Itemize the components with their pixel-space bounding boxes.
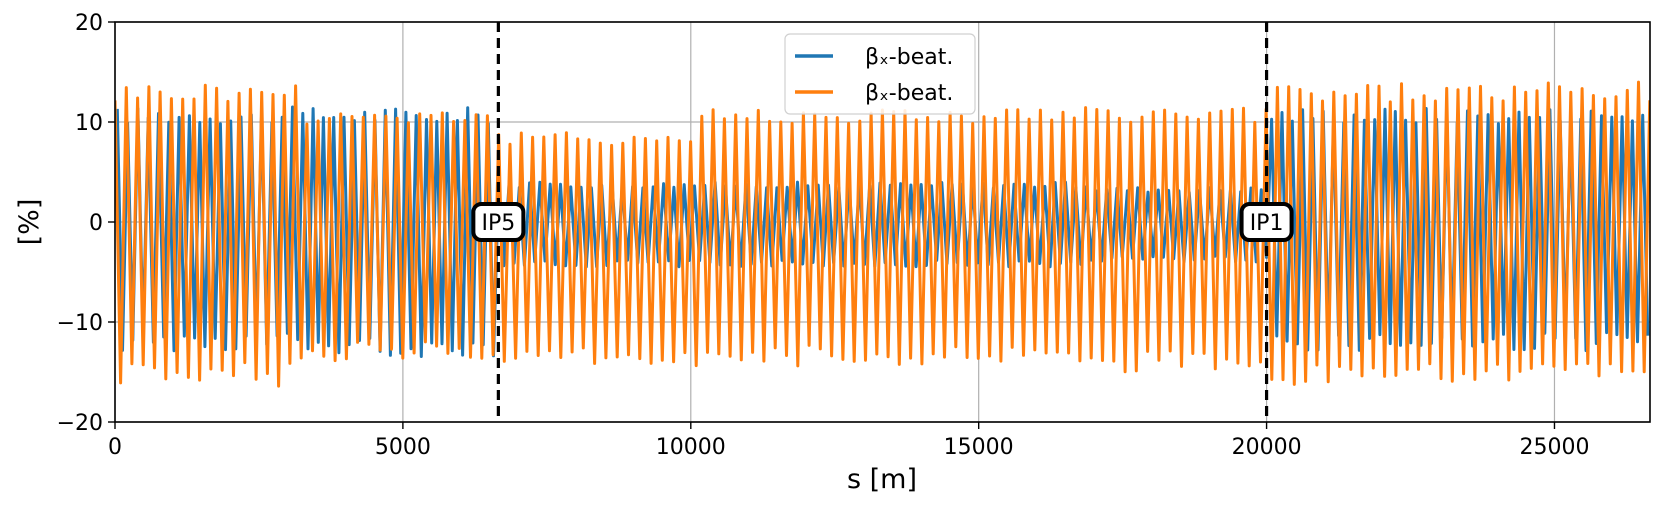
legend-box [784, 33, 976, 115]
ip-annotations: IP5 IP1 [471, 202, 1294, 242]
y-tick-label: −20 [57, 411, 103, 436]
y-tick-label: 10 [75, 111, 103, 136]
ip-label-box [1239, 202, 1294, 242]
x-tick-label: 5000 [375, 435, 431, 460]
y-tick-label: 0 [89, 211, 103, 236]
ip-label-ip1: IP1 [1250, 211, 1284, 236]
y-axis-label: [%] [14, 199, 45, 246]
x-tick-label: 20000 [1232, 435, 1302, 460]
x-axis-label: s [m] [847, 464, 917, 495]
x-tick-label: 15000 [944, 435, 1014, 460]
y-tick-label: −10 [57, 311, 103, 336]
axis-ticks: 0 5000 10000 15000 20000 25000 −20 −10 0 10 20 [57, 11, 1590, 460]
ip-label-box [471, 202, 526, 242]
legend: βₓ-beat. βₓ-beat. [784, 33, 976, 115]
legend-label-2: βₓ-beat. [865, 81, 953, 106]
x-tick-label: 0 [108, 435, 122, 460]
x-tick-label: 10000 [656, 435, 726, 460]
ip-label-ip5: IP5 [481, 211, 515, 236]
legend-label-1: βₓ-beat. [865, 45, 953, 70]
y-tick-label: 20 [75, 11, 103, 36]
x-tick-label: 25000 [1519, 435, 1589, 460]
